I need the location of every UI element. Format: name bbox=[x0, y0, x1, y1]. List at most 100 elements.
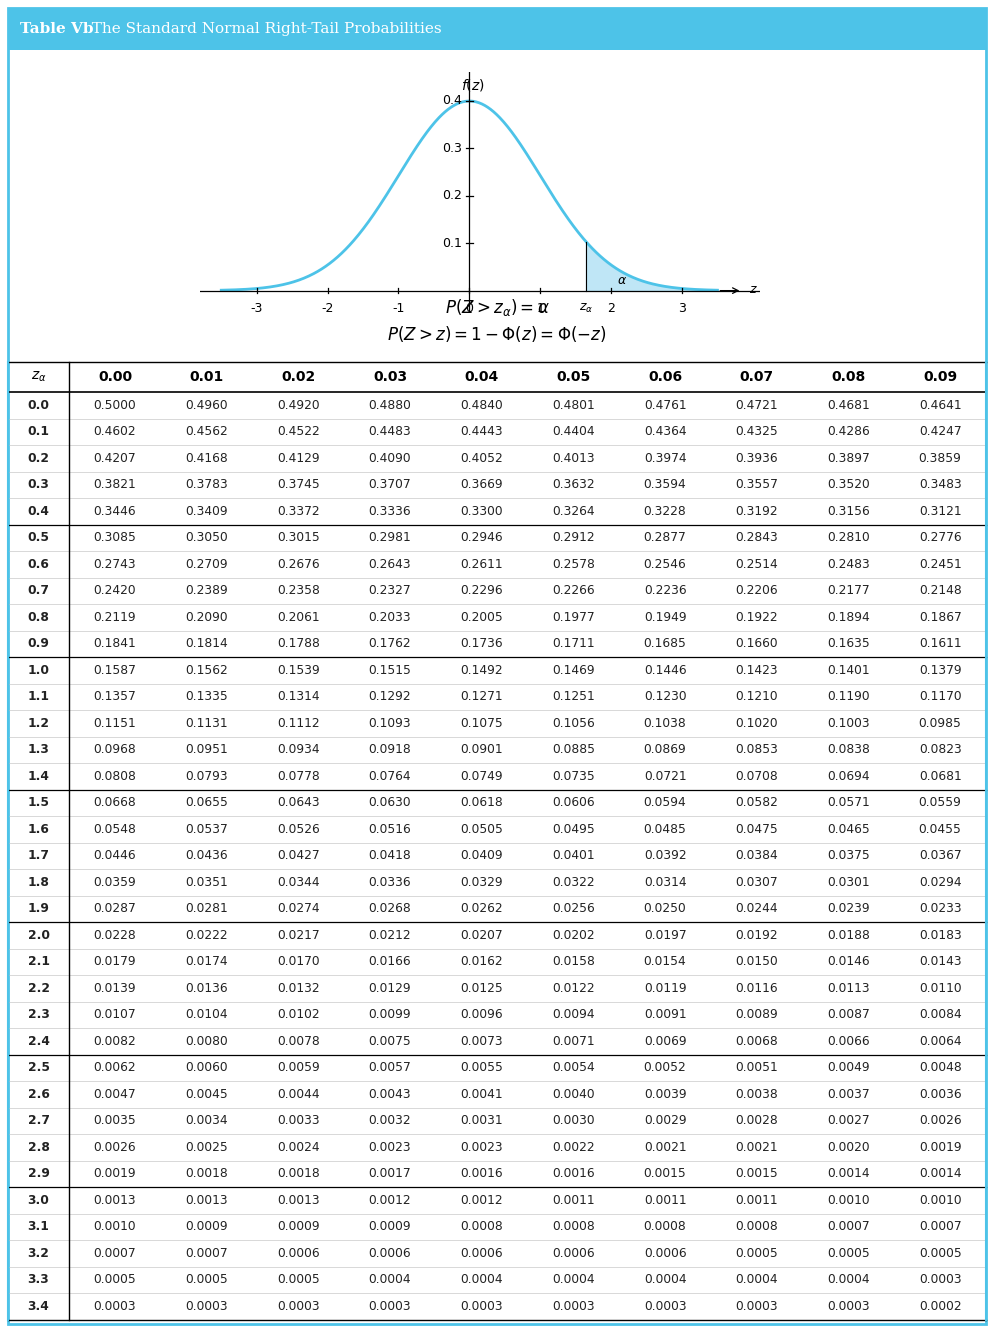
Text: 0: 0 bbox=[465, 302, 473, 314]
Text: 0.0455: 0.0455 bbox=[918, 823, 961, 836]
Text: 0.0007: 0.0007 bbox=[918, 1220, 961, 1234]
Text: -3: -3 bbox=[250, 302, 262, 314]
Text: $z_\alpha$: $z_\alpha$ bbox=[579, 302, 593, 314]
Text: 0.4681: 0.4681 bbox=[827, 399, 870, 411]
Text: 0.0116: 0.0116 bbox=[736, 981, 778, 995]
Text: 0.0030: 0.0030 bbox=[552, 1114, 594, 1128]
Text: 0.06: 0.06 bbox=[648, 370, 682, 384]
Text: 0.0069: 0.0069 bbox=[644, 1035, 687, 1048]
Text: 0.0594: 0.0594 bbox=[644, 796, 687, 809]
Text: 0.1492: 0.1492 bbox=[460, 664, 503, 677]
Text: 0.0003: 0.0003 bbox=[918, 1273, 961, 1286]
Text: 0.0015: 0.0015 bbox=[736, 1167, 778, 1180]
Text: 0.0059: 0.0059 bbox=[277, 1062, 320, 1074]
Text: 0.4325: 0.4325 bbox=[736, 425, 778, 438]
Text: 0.0040: 0.0040 bbox=[552, 1087, 594, 1101]
Text: 1.2: 1.2 bbox=[28, 716, 50, 730]
Text: 0.4364: 0.4364 bbox=[644, 425, 687, 438]
Text: 0.0139: 0.0139 bbox=[93, 981, 136, 995]
Text: 0.0005: 0.0005 bbox=[93, 1273, 136, 1286]
Text: $z_\alpha$: $z_\alpha$ bbox=[31, 370, 47, 384]
Text: 0.0078: 0.0078 bbox=[277, 1035, 320, 1048]
Text: 0.0951: 0.0951 bbox=[185, 743, 228, 757]
Text: 0.0008: 0.0008 bbox=[644, 1220, 687, 1234]
Text: 0.0301: 0.0301 bbox=[827, 876, 870, 888]
Text: 0.0004: 0.0004 bbox=[736, 1273, 778, 1286]
Text: 0.0516: 0.0516 bbox=[369, 823, 412, 836]
Text: 0.0336: 0.0336 bbox=[369, 876, 412, 888]
Text: 0.0054: 0.0054 bbox=[552, 1062, 594, 1074]
Text: 0.1977: 0.1977 bbox=[552, 610, 594, 624]
Text: 0.0582: 0.0582 bbox=[736, 796, 778, 809]
Text: $f(z)$: $f(z)$ bbox=[461, 78, 485, 93]
Text: 0.9: 0.9 bbox=[28, 637, 50, 650]
Text: 0.0003: 0.0003 bbox=[185, 1300, 228, 1313]
Text: 0.3520: 0.3520 bbox=[827, 478, 870, 492]
Text: 0.1736: 0.1736 bbox=[460, 637, 503, 650]
Text: 1.5: 1.5 bbox=[28, 796, 50, 809]
Text: 0.0031: 0.0031 bbox=[460, 1114, 503, 1128]
Text: 0.0188: 0.0188 bbox=[827, 929, 870, 942]
Text: 0.0136: 0.0136 bbox=[185, 981, 228, 995]
Text: 0.0436: 0.0436 bbox=[185, 849, 228, 863]
Text: 0.1003: 0.1003 bbox=[827, 716, 870, 730]
Text: 0.0041: 0.0041 bbox=[460, 1087, 503, 1101]
Text: 0.4880: 0.4880 bbox=[369, 399, 412, 411]
Text: 0.4840: 0.4840 bbox=[460, 399, 503, 411]
Text: 0.0011: 0.0011 bbox=[736, 1193, 778, 1207]
Text: 0.0721: 0.0721 bbox=[644, 770, 687, 782]
Text: 0.2: 0.2 bbox=[442, 190, 462, 202]
Text: 0.0035: 0.0035 bbox=[93, 1114, 136, 1128]
Text: 0.0023: 0.0023 bbox=[460, 1141, 503, 1153]
Text: 0.4013: 0.4013 bbox=[552, 452, 594, 465]
Text: 2.2: 2.2 bbox=[28, 981, 50, 995]
Text: 1.4: 1.4 bbox=[28, 770, 50, 782]
Text: 0.0051: 0.0051 bbox=[736, 1062, 778, 1074]
Text: 0.0571: 0.0571 bbox=[827, 796, 870, 809]
Text: 3.0: 3.0 bbox=[28, 1193, 50, 1207]
Text: 0.1357: 0.1357 bbox=[93, 691, 136, 703]
Text: 0.1020: 0.1020 bbox=[736, 716, 778, 730]
Text: 0.2743: 0.2743 bbox=[93, 558, 136, 571]
Text: 0.0244: 0.0244 bbox=[736, 902, 778, 915]
Text: 0.3632: 0.3632 bbox=[552, 478, 594, 492]
Text: 0.2296: 0.2296 bbox=[460, 585, 503, 597]
Text: 0.0017: 0.0017 bbox=[369, 1167, 412, 1180]
Text: 0.0427: 0.0427 bbox=[277, 849, 320, 863]
Text: 0.1: 0.1 bbox=[28, 425, 50, 438]
Text: 0.0179: 0.0179 bbox=[93, 956, 136, 968]
Text: 0.0262: 0.0262 bbox=[460, 902, 503, 915]
Text: 0.0668: 0.0668 bbox=[93, 796, 136, 809]
Text: 0.2776: 0.2776 bbox=[918, 531, 961, 544]
Text: 0.1335: 0.1335 bbox=[185, 691, 228, 703]
Text: 0.3897: 0.3897 bbox=[827, 452, 870, 465]
Text: $P(Z > z) = 1 - \Phi(z) = \Phi(-z)$: $P(Z > z) = 1 - \Phi(z) = \Phi(-z)$ bbox=[388, 324, 606, 344]
Text: 0.0735: 0.0735 bbox=[552, 770, 594, 782]
Text: 0.2810: 0.2810 bbox=[827, 531, 870, 544]
Text: 0.1711: 0.1711 bbox=[552, 637, 594, 650]
Text: 0.0643: 0.0643 bbox=[277, 796, 320, 809]
Text: 0.0985: 0.0985 bbox=[918, 716, 961, 730]
Text: 0.0082: 0.0082 bbox=[93, 1035, 136, 1048]
Text: 0.0080: 0.0080 bbox=[185, 1035, 228, 1048]
Text: 0.03: 0.03 bbox=[373, 370, 408, 384]
Text: 0.3974: 0.3974 bbox=[644, 452, 687, 465]
Text: 0.0038: 0.0038 bbox=[736, 1087, 778, 1101]
Text: 0.2578: 0.2578 bbox=[552, 558, 594, 571]
Text: 0.0004: 0.0004 bbox=[644, 1273, 687, 1286]
Text: 0.1762: 0.1762 bbox=[369, 637, 412, 650]
Text: 0.0028: 0.0028 bbox=[736, 1114, 778, 1128]
Text: 1: 1 bbox=[537, 302, 544, 314]
Text: 0.0162: 0.0162 bbox=[460, 956, 503, 968]
Text: 0.0014: 0.0014 bbox=[827, 1167, 870, 1180]
Text: 0.2033: 0.2033 bbox=[369, 610, 412, 624]
Text: 0.5: 0.5 bbox=[28, 531, 50, 544]
Text: 0.0008: 0.0008 bbox=[460, 1220, 503, 1234]
Text: 0.2643: 0.2643 bbox=[369, 558, 412, 571]
Text: 0.2177: 0.2177 bbox=[827, 585, 870, 597]
Text: 0.0039: 0.0039 bbox=[644, 1087, 687, 1101]
Text: 0.0217: 0.0217 bbox=[277, 929, 320, 942]
Text: 0.0003: 0.0003 bbox=[277, 1300, 320, 1313]
Text: 0.3264: 0.3264 bbox=[552, 505, 594, 517]
Text: 0.04: 0.04 bbox=[464, 370, 499, 384]
